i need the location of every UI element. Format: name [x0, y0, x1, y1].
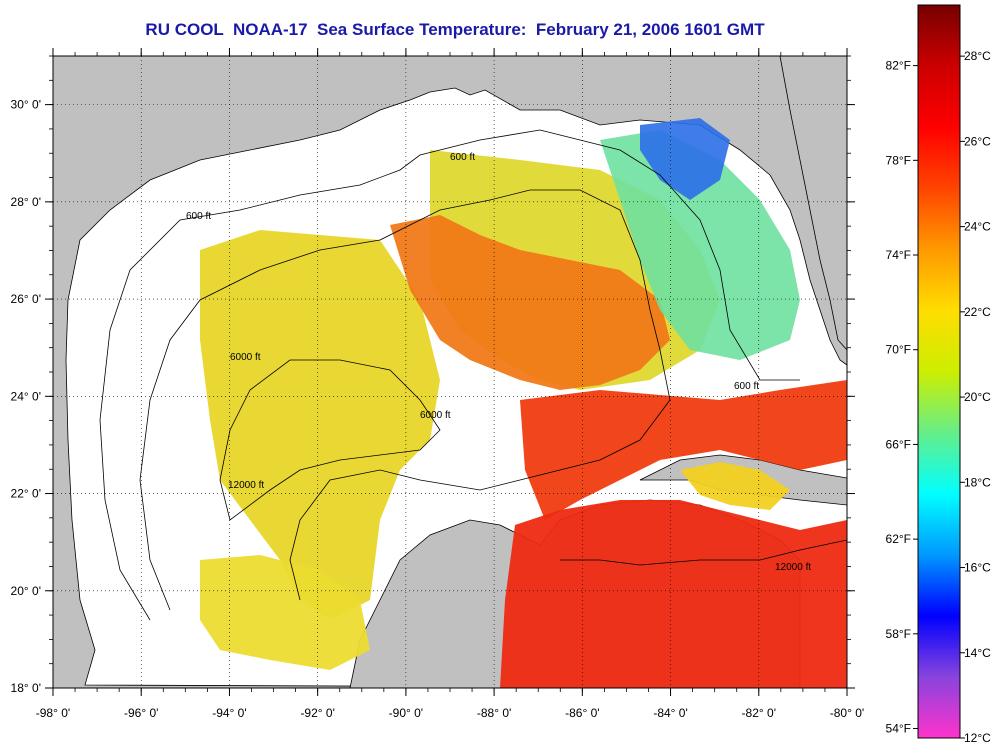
colorbar-fahrenheit-label: 70°F: [886, 343, 911, 357]
colorbar-celsius-label: 28°C: [964, 49, 991, 63]
colorbar-celsius-label: 20°C: [964, 390, 991, 404]
contour-6000ft: [139, 189, 671, 611]
contour-label-600ft-east: 600 ft: [734, 381, 759, 392]
colorbar-celsius-label: 24°C: [964, 220, 991, 234]
sst-patch-yucatan-shelf: [680, 462, 790, 510]
florida-land: [779, 56, 847, 351]
lat-tick-label: 18° 0': [11, 681, 41, 695]
lon-tick-label: -92° 0': [300, 706, 334, 720]
contour-label-600ft-north: 600 ft: [450, 152, 475, 163]
sst-patch-bigbend-cold: [640, 118, 730, 200]
contour-label-600ft-west: 600 ft: [186, 211, 211, 222]
sst-patch-nearshore-cold: [600, 130, 800, 360]
contour-label-6000ft-west: 6000 ft: [230, 352, 261, 363]
contour-label-12000ft-west: 12000 ft: [228, 480, 264, 491]
colorbar-celsius-label: 18°C: [964, 475, 991, 489]
lon-tick-label: -84° 0': [653, 706, 687, 720]
map-title: RU COOL NOAA-17 Sea Surface Temperature:…: [145, 20, 765, 39]
colorbar-celsius-label: 16°C: [964, 561, 991, 575]
lon-tick-label: -80° 0': [830, 706, 864, 720]
colorbar-fahrenheit-label: 54°F: [886, 722, 911, 736]
colorbar-fahrenheit-label: 58°F: [886, 627, 911, 641]
sst-patch-southeast-warm: [520, 380, 847, 520]
colorbar-fahrenheit-label: 78°F: [886, 153, 911, 167]
contour-600ft: [99, 129, 800, 621]
colorbar: [917, 4, 961, 739]
colorbar-scale: 28°C 26°C 24°C 22°C 20°C 18°C 16°C 14°C 12°C 82°F…: [886, 49, 992, 745]
colorbar-fahrenheit-label: 74°F: [886, 248, 911, 262]
lon-tick-label: -98° 0': [36, 706, 70, 720]
map-axes: -98° 0' -96° 0' -94° 0' -92° 0' -90° 0' -88° …: [11, 48, 864, 720]
lat-tick-label: 30° 0': [11, 98, 41, 112]
lon-tick-label: -96° 0': [124, 706, 158, 720]
lat-tick-label: 24° 0': [11, 389, 41, 403]
colorbar-celsius-label: 22°C: [964, 305, 991, 319]
contour-12000ft: [219, 359, 441, 521]
lon-tick-label: -82° 0': [742, 706, 776, 720]
sst-patch-caribbean-warm: [500, 500, 847, 688]
contour-label-6000ft-central: 6000 ft: [420, 410, 451, 421]
sst-patch-west: [200, 230, 440, 620]
graticule: [53, 56, 847, 688]
lon-tick-label: -90° 0': [389, 706, 423, 720]
contour-caribbean: [560, 539, 847, 566]
lat-tick-label: 26° 0': [11, 292, 41, 306]
lon-tick-label: -86° 0': [565, 706, 599, 720]
lat-tick-label: 20° 0': [11, 584, 41, 598]
colorbar-fahrenheit-label: 66°F: [886, 437, 911, 451]
contour-label-12000ft-caribbean: 12000 ft: [775, 562, 811, 573]
colorbar-celsius-label: 14°C: [964, 646, 991, 660]
sst-patch-southwest: [200, 555, 370, 670]
lon-tick-label: -88° 0': [477, 706, 511, 720]
lat-tick-label: 28° 0': [11, 195, 41, 209]
lat-tick-label: 22° 0': [11, 487, 41, 501]
sst-patch-loop-current: [390, 215, 670, 390]
colorbar-celsius-label: 12°C: [964, 731, 991, 745]
lon-tick-label: -94° 0': [212, 706, 246, 720]
colorbar-fahrenheit-label: 62°F: [886, 532, 911, 546]
colorbar-fahrenheit-label: 82°F: [886, 59, 911, 73]
colorbar-celsius-label: 26°C: [964, 134, 991, 148]
